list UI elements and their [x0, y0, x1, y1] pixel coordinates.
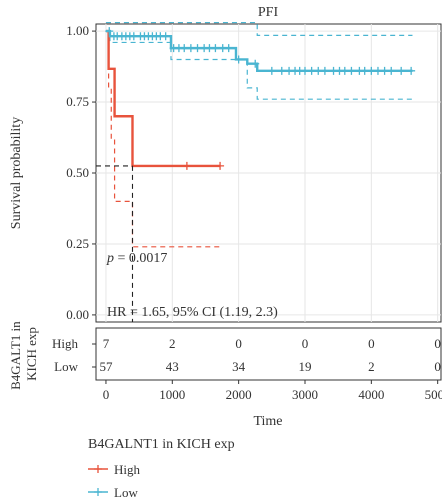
censor-mark-low	[387, 66, 396, 75]
y-tick-label: 0.25	[66, 236, 89, 251]
censor-mark-low	[320, 66, 329, 75]
censor-marks	[105, 27, 416, 170]
x-tick-label: 5000	[425, 387, 442, 402]
legend: B4GALNT1 in KICH exp High Low	[88, 437, 235, 500]
risk-table-title-line2: KICH exp	[24, 327, 39, 381]
legend-entries: High Low	[88, 462, 141, 500]
risk-count-cell: 7	[103, 336, 110, 351]
curve-high	[105, 29, 221, 168]
legend-label-low: Low	[114, 485, 138, 500]
censor-mark-low	[267, 66, 276, 75]
ci-upper-low	[105, 21, 413, 36]
risk-table-title-line1: B4GALT1 in	[8, 321, 23, 390]
p-value-annotation: p = 0.0017	[106, 251, 167, 266]
risk-count-cell: 57	[99, 359, 113, 374]
censor-mark-low	[277, 66, 286, 75]
x-tick-label: 1000	[159, 387, 185, 402]
y-tick-label: 1.00	[66, 23, 89, 38]
censor-mark-low	[251, 59, 260, 68]
censor-mark-low	[211, 44, 220, 53]
risk-count-cell: 19	[298, 359, 311, 374]
x-tick-label: 4000	[358, 387, 384, 402]
risk-count-cell: 0	[434, 336, 441, 351]
censor-mark-low	[234, 55, 243, 64]
censor-mark-low	[105, 27, 114, 36]
legend-marker-high	[94, 465, 102, 473]
legend-label-high: High	[114, 462, 141, 477]
x-tick-label: 0	[103, 387, 110, 402]
risk-table-frame	[95, 327, 442, 381]
risk-count-cell: 0	[434, 359, 441, 374]
legend-marker-low	[94, 488, 102, 496]
ci-lower-low	[105, 30, 413, 100]
censor-mark-low	[347, 66, 356, 75]
risk-row-labels: High Low	[52, 336, 96, 374]
risk-count-cell: 43	[166, 359, 179, 374]
censor-mark-low	[224, 44, 233, 53]
median-survival-lines	[96, 165, 134, 322]
risk-row-label-low: Low	[54, 359, 78, 374]
risk-count-cell: 2	[169, 336, 176, 351]
y-tick-label: 0.00	[66, 307, 89, 322]
risk-count-cell: 0	[235, 336, 242, 351]
x-axis-ticks: 0 1000 2000 3000 4000 5000	[103, 380, 442, 402]
risk-row-label-high: High	[52, 336, 79, 351]
censor-mark-low	[407, 66, 416, 75]
x-tick-label: 2000	[226, 387, 252, 402]
legend-title: B4GALNT1 in KICH exp	[88, 437, 235, 452]
survival-panel: 0.00 0.25 0.50 0.75 1.00	[66, 21, 442, 323]
y-tick-label: 0.50	[66, 165, 89, 180]
y-axis-label: Survival probability	[9, 117, 24, 229]
y-axis-ticks: 0.00 0.25 0.50 0.75 1.00	[66, 23, 96, 322]
hr-annotation: HR = 1.65, 95% CI (1.19, 2.3)	[107, 305, 278, 320]
x-axis-label: Time	[253, 414, 282, 429]
svg-text:B4GALT1 in KICH exp: B4GALT1 in KICH exp	[8, 318, 39, 390]
chart-title: PFI	[258, 5, 279, 20]
censor-mark-low	[397, 66, 406, 75]
y-tick-label: 0.75	[66, 94, 89, 109]
censor-mark-high	[182, 161, 191, 170]
risk-count-cell: 0	[302, 336, 309, 351]
risk-count-cell: 2	[368, 359, 375, 374]
risk-count-cell: 34	[232, 359, 246, 374]
risk-count-cell: 0	[368, 336, 375, 351]
x-tick-label: 3000	[292, 387, 318, 402]
censor-mark-low	[161, 32, 170, 41]
risk-counts: 7 2 0 0 0 0 57 43 34 19 2 0	[99, 336, 440, 374]
censor-mark-high	[216, 161, 225, 170]
